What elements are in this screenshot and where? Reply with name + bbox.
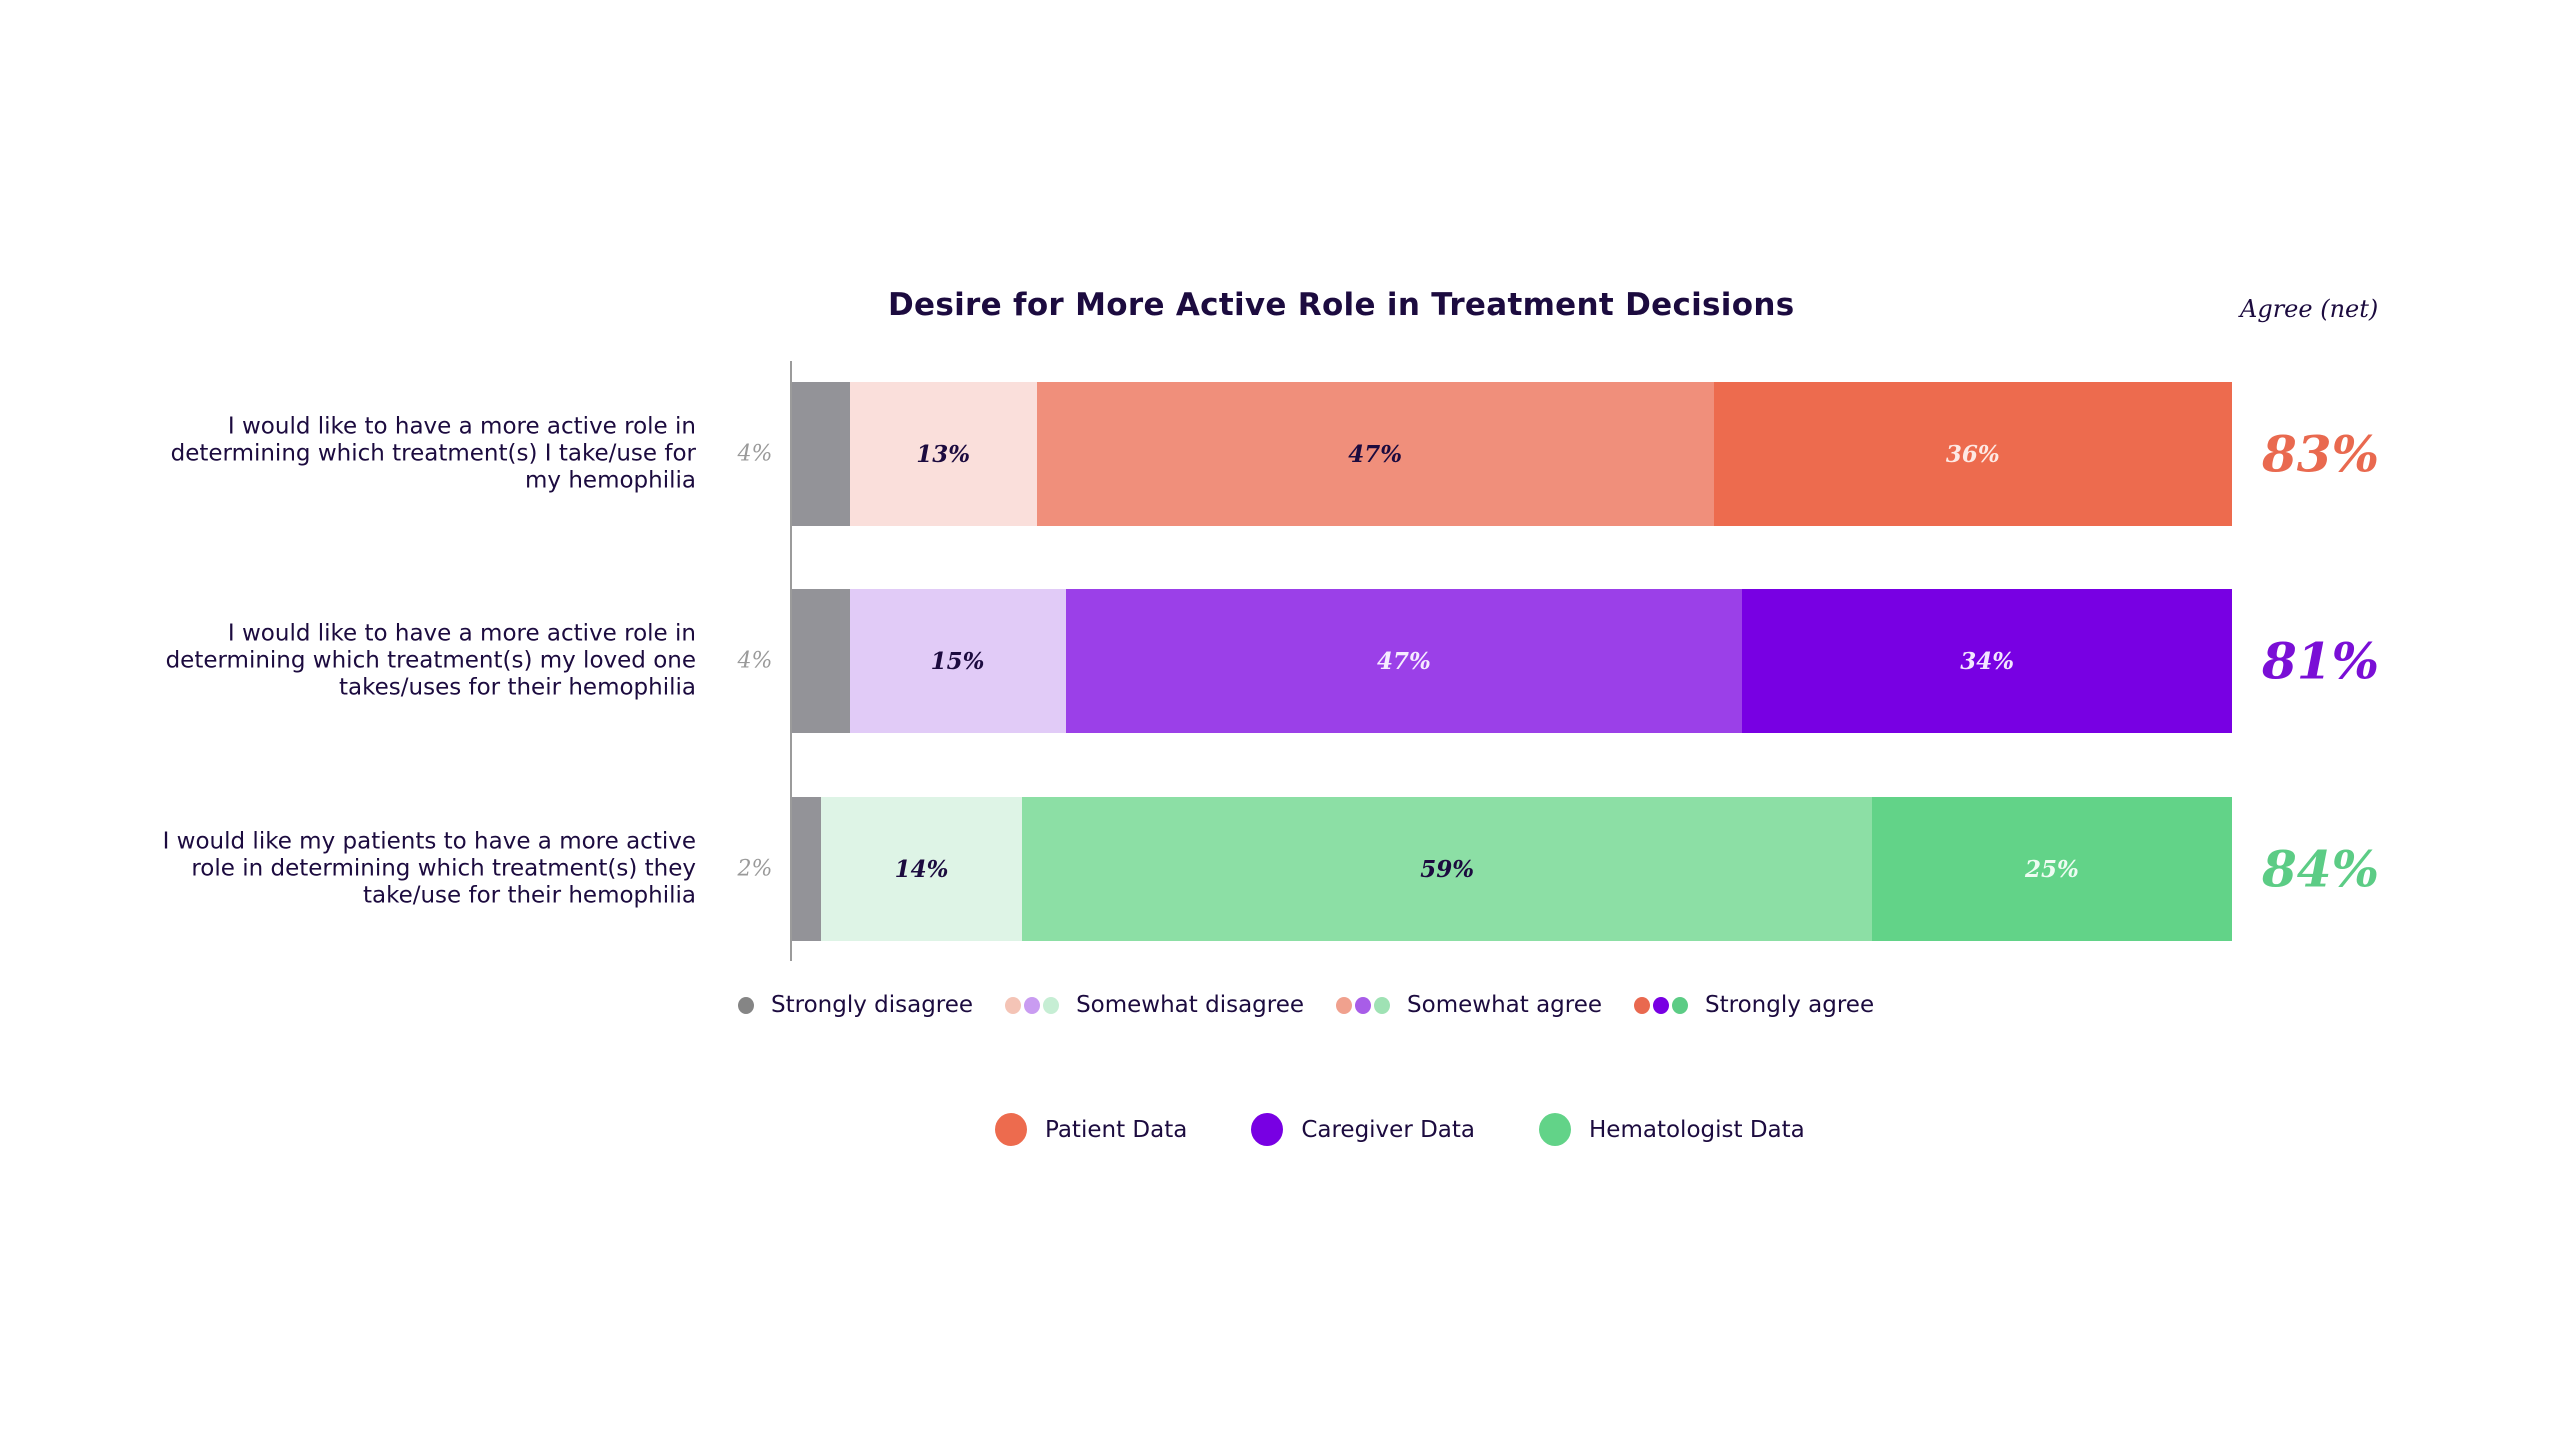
purple-dot-icon [1355, 996, 1372, 1014]
legend-hematologist-data: Hematologist Data [1539, 1113, 1805, 1146]
green-dot-icon [1672, 996, 1689, 1014]
legend-somewhat-disagree: Somewhat disagree [1005, 992, 1304, 1018]
legend-groups: Patient Data Caregiver Data Hematologist… [995, 1113, 1869, 1146]
bar-row-caregiver: I would like to have a more active role … [0, 589, 2560, 733]
net-agree-value: 81% [2262, 631, 2380, 691]
segment-strongly-agree: 34% [1742, 589, 2232, 733]
orange-dot-icon [1634, 996, 1651, 1014]
salmon-dot-icon [1336, 996, 1353, 1014]
light-green-dot-icon [1374, 996, 1391, 1014]
caregiver-dot-icon [1251, 1113, 1284, 1146]
hematologist-dot-icon [1539, 1113, 1572, 1146]
segment-somewhat-agree: 47% [1065, 589, 1743, 733]
row-label: I would like to have a more active role … [170, 413, 696, 494]
segment-somewhat-agree: 59% [1022, 797, 1872, 941]
net-agree-value: 83% [2262, 424, 2380, 484]
stacked-bar: 14% 59% 25% [792, 797, 2232, 941]
peach-dot-icon [1005, 996, 1022, 1014]
net-agree-value: 84% [2262, 839, 2380, 899]
patient-dot-icon [995, 1113, 1027, 1146]
mint-dot-icon [1043, 996, 1060, 1014]
legend-caregiver-data: Caregiver Data [1251, 1113, 1475, 1146]
bar-row-patient: I would like to have a more active role … [0, 382, 2560, 526]
strongly-disagree-value: 4% [737, 441, 773, 467]
legend-patient-data: Patient Data [995, 1113, 1187, 1146]
segment-strongly-agree: 25% [1871, 797, 2232, 941]
gray-dot-icon [738, 996, 754, 1014]
stacked-bar: 15% 47% 34% [792, 589, 2232, 733]
legend-strongly-disagree: Strongly disagree [738, 992, 973, 1018]
strongly-disagree-value: 4% [737, 648, 773, 674]
segment-strongly-agree: 36% [1713, 382, 2232, 526]
segment-strongly-disagree [792, 589, 850, 733]
y-axis-line [790, 361, 792, 961]
segment-strongly-disagree [792, 797, 821, 941]
row-label: I would like to have a more active role … [165, 620, 696, 701]
segment-somewhat-disagree: 14% [820, 797, 1023, 941]
lavender-dot-icon [1024, 996, 1041, 1014]
stacked-bar: 13% 47% 36% [792, 382, 2232, 526]
segment-somewhat-agree: 47% [1036, 382, 1714, 526]
segment-somewhat-disagree: 13% [849, 382, 1037, 526]
strongly-disagree-value: 2% [737, 856, 773, 882]
legend-strongly-agree: Strongly agree [1634, 992, 1874, 1018]
segment-strongly-disagree [792, 382, 850, 526]
legend-scale: Strongly disagree Somewhat disagree Some… [738, 992, 1906, 1018]
segment-somewhat-disagree: 15% [849, 589, 1066, 733]
violet-dot-icon [1653, 996, 1670, 1014]
legend-somewhat-agree: Somewhat agree [1336, 992, 1602, 1018]
bar-row-hematologist: I would like my patients to have a more … [0, 797, 2560, 941]
net-agree-header: Agree (net) [2240, 295, 2379, 323]
chart-title: Desire for More Active Role in Treatment… [888, 287, 1795, 323]
row-label: I would like my patients to have a more … [162, 828, 696, 909]
